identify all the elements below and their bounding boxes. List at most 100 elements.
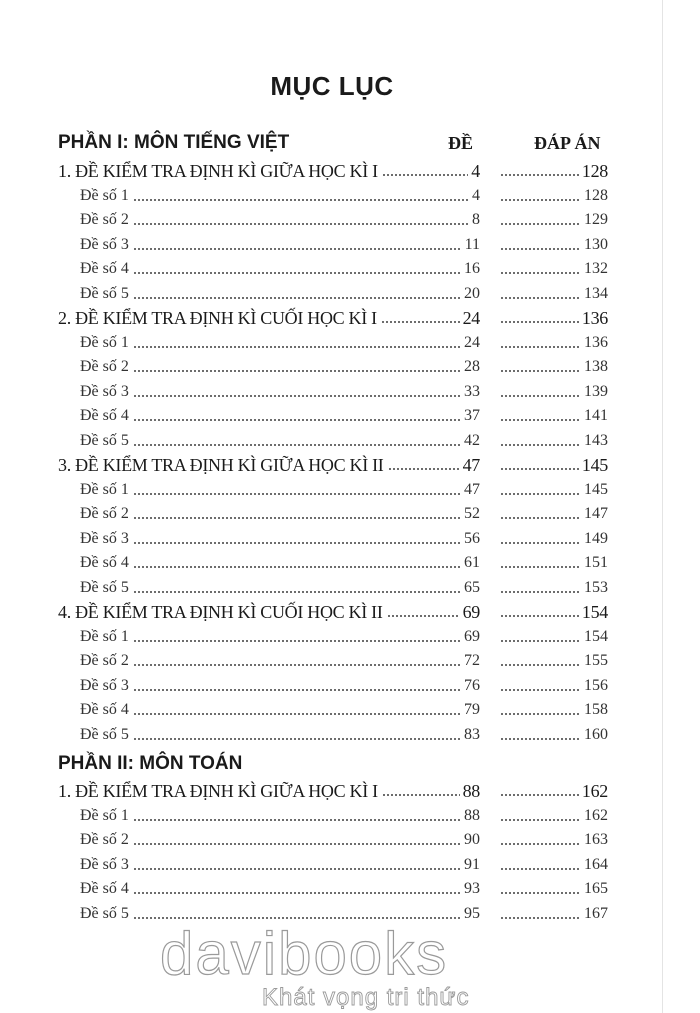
- toc-entry-row: Đề số 1 69 154: [0, 626, 640, 648]
- leader-dots: [132, 271, 461, 275]
- de-page-number: 91: [464, 855, 480, 873]
- leader-dots: [500, 866, 581, 871]
- dap-an-page-number: 129: [584, 211, 608, 228]
- dap-an-column: 143: [500, 430, 608, 452]
- dap-an-page-number: 155: [584, 652, 608, 669]
- de-page-number: 88: [464, 806, 480, 824]
- entry-label: 1. ĐỀ KIỂM TRA ĐỊNH KÌ GIỮA HỌC KÌ I: [58, 781, 378, 801]
- leader-dots: [500, 246, 581, 251]
- entry-label: 2. ĐỀ KIỂM TRA ĐỊNH KÌ CUỐI HỌC KÌ I: [58, 308, 377, 328]
- dap-an-page-number: 128: [584, 186, 608, 204]
- dap-an-page-number: 149: [584, 529, 608, 547]
- de-page-number: 61: [464, 554, 480, 571]
- leader-dots: [132, 712, 461, 716]
- toc-entry-row: Đề số 3 11 130: [0, 234, 640, 256]
- entry-label: Đề số 2: [80, 831, 129, 848]
- leader-dots: [500, 197, 581, 202]
- dap-an-page-number: 162: [584, 806, 608, 824]
- de-column: Đề số 2 90: [80, 829, 480, 851]
- leader-dots: [500, 589, 581, 594]
- dap-an-column: 149: [500, 528, 608, 550]
- de-page-number: 69: [464, 627, 480, 645]
- toc-entry-row: Đề số 2 90 163: [0, 829, 640, 851]
- leader-dots: [132, 222, 469, 226]
- entry-label: 3. ĐỀ KIỂM TRA ĐỊNH KÌ GIỮA HỌC KÌ II: [58, 455, 384, 475]
- dap-an-page-number: 160: [584, 725, 608, 743]
- de-column: Đề số 2 52: [80, 503, 480, 525]
- de-page-number: 95: [464, 904, 480, 922]
- leader-dots: [132, 295, 461, 300]
- de-column: Đề số 4 93: [80, 878, 480, 900]
- de-column: Đề số 1 24: [80, 332, 480, 354]
- entry-label: Đề số 3: [80, 676, 129, 694]
- de-page-number: 69: [462, 602, 481, 622]
- leader-dots: [381, 793, 460, 797]
- leader-dots: [500, 393, 581, 398]
- dap-an-column: 162: [500, 780, 608, 802]
- dap-an-column: 147: [500, 503, 608, 525]
- toc-entry-row: Đề số 4 93 165: [0, 878, 640, 900]
- entry-label: 4. ĐỀ KIỂM TRA ĐỊNH KÌ CUỐI HỌC KÌ II: [58, 602, 383, 622]
- entry-label: Đề số 2: [80, 211, 129, 228]
- watermark-logo: davibooks: [159, 920, 449, 987]
- leader-dots: [500, 891, 581, 895]
- toc-entry-row: Đề số 5 83 160: [0, 724, 640, 746]
- leader-dots: [500, 915, 581, 920]
- leader-dots: [132, 687, 461, 692]
- de-page-number: 37: [464, 407, 480, 424]
- leader-dots: [132, 817, 461, 822]
- dap-an-page-number: 128: [581, 161, 608, 181]
- dap-an-page-number: 136: [581, 308, 608, 328]
- toc-entry-row: Đề số 5 95 167: [0, 903, 640, 925]
- de-page-number: 4: [472, 186, 480, 204]
- de-page-number: 16: [464, 260, 480, 277]
- leader-dots: [500, 565, 581, 569]
- entry-label: Đề số 2: [80, 652, 129, 669]
- part-title: PHẦN I: MÔN TIẾNG VIỆT: [58, 132, 290, 153]
- dap-an-column: 136: [500, 332, 608, 354]
- dap-an-column: 163: [500, 829, 608, 851]
- de-page-number: 52: [464, 505, 480, 522]
- de-column: Đề số 2 72: [80, 650, 480, 672]
- leader-dots: [500, 222, 581, 226]
- leader-dots: [500, 842, 581, 846]
- column-header-de: ĐỀ: [448, 133, 474, 153]
- toc-section-row: 1. ĐỀ KIỂM TRA ĐỊNH KÌ GIỮA HỌC KÌ I 4 128: [0, 160, 640, 182]
- entry-label: Đề số 1: [80, 806, 129, 824]
- leader-dots: [500, 418, 581, 422]
- toc-entry-row: Đề số 5 42 143: [0, 430, 640, 452]
- part-title: PHẦN II: MÔN TOÁN: [58, 753, 243, 774]
- leader-dots: [386, 614, 460, 618]
- entry-label: Đề số 5: [80, 578, 129, 596]
- entry-label: Đề số 4: [80, 260, 129, 277]
- toc-entry-row: Đề số 1 88 162: [0, 805, 640, 827]
- dap-an-page-number: 136: [584, 333, 608, 351]
- dap-an-page-number: 143: [584, 431, 608, 449]
- leader-dots: [500, 736, 581, 741]
- leader-dots: [132, 663, 461, 667]
- column-header-dap-an: ĐÁP ÁN: [534, 133, 601, 153]
- de-page-number: 47: [464, 480, 480, 498]
- de-page-number: 79: [464, 701, 480, 718]
- de-page-number: 24: [462, 308, 481, 328]
- toc-section-row: 1. ĐỀ KIỂM TRA ĐỊNH KÌ GIỮA HỌC KÌ I 88 16…: [0, 780, 640, 802]
- de-page-number: 88: [462, 781, 481, 801]
- entry-label: Đề số 3: [80, 855, 129, 873]
- dap-an-column: 130: [500, 234, 608, 256]
- dap-an-page-number: 132: [584, 260, 608, 277]
- leader-dots: [500, 173, 579, 177]
- de-column: 1. ĐỀ KIỂM TRA ĐỊNH KÌ GIỮA HỌC KÌ I 4: [58, 160, 480, 182]
- de-column: Đề số 5 95: [80, 903, 480, 925]
- leader-dots: [132, 197, 469, 202]
- de-column: Đề số 5 83: [80, 724, 480, 746]
- dap-an-column: 128: [500, 185, 608, 207]
- dap-an-page-number: 145: [581, 455, 608, 475]
- leader-dots: [500, 687, 581, 692]
- leader-dots: [500, 295, 581, 300]
- dap-an-column: 158: [500, 699, 608, 721]
- leader-dots: [500, 638, 581, 643]
- leader-dots: [500, 712, 581, 716]
- dap-an-page-number: 153: [584, 578, 608, 596]
- de-page-number: 33: [464, 382, 480, 400]
- entry-label: Đề số 1: [80, 333, 129, 351]
